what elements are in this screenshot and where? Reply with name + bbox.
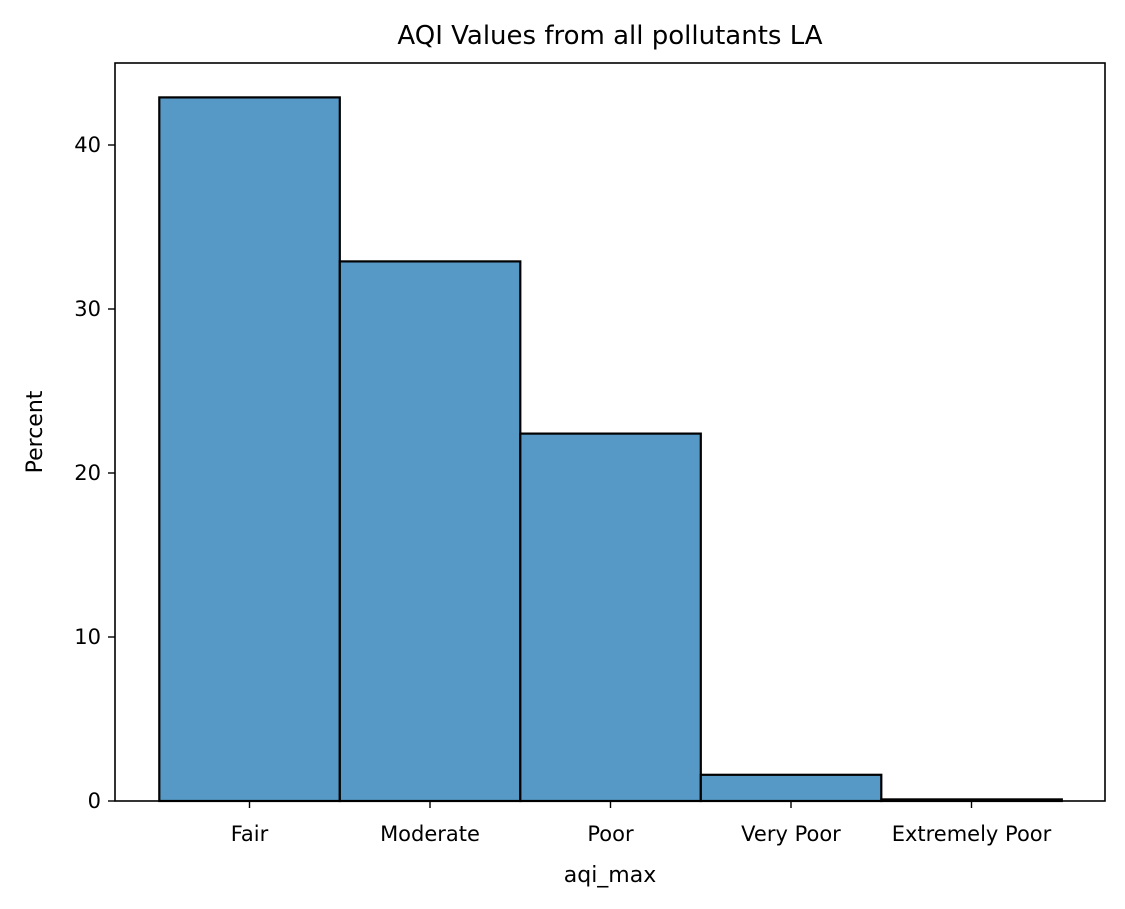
y-tick-label: 0 <box>88 789 101 813</box>
x-tick-label: Extremely Poor <box>892 822 1052 846</box>
y-tick-label: 30 <box>74 297 101 321</box>
x-tick-label: Poor <box>587 822 634 846</box>
y-tick-label: 20 <box>74 461 101 485</box>
y-axis: 0 10 20 30 40 <box>74 133 115 813</box>
x-tick-label: Moderate <box>380 822 480 846</box>
bar-fair <box>158 96 341 803</box>
x-tick-label: Fair <box>231 822 269 846</box>
x-axis: Fair Moderate Poor Very Poor Extremely Poor <box>231 801 1052 846</box>
bar-very-poor <box>699 773 883 803</box>
y-tick-label: 40 <box>74 133 101 157</box>
bars <box>158 96 1063 803</box>
x-axis-label: aqi_max <box>564 863 657 888</box>
x-tick-label: Very Poor <box>741 822 841 846</box>
y-axis-label: Percent <box>23 390 48 473</box>
chart-title: AQI Values from all pollutants LA <box>397 21 822 51</box>
bar-poor <box>519 432 702 803</box>
y-tick-label: 10 <box>74 625 101 649</box>
bar-moderate <box>338 260 522 803</box>
